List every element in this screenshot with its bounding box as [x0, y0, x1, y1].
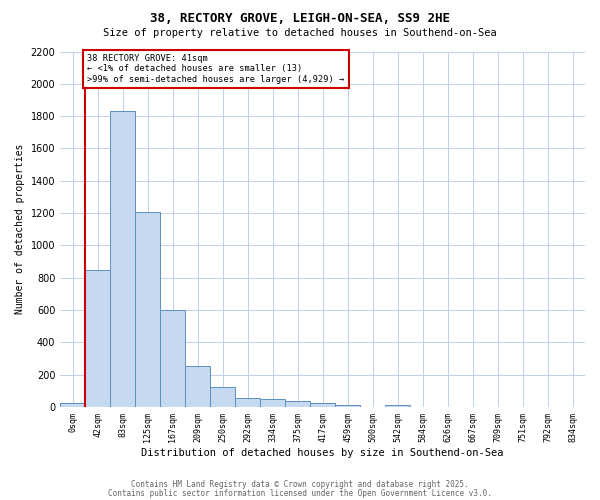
Bar: [60, 403, 85, 407]
Bar: [335, 406, 360, 407]
Text: 38 RECTORY GROVE: 41sqm
← <1% of detached houses are smaller (13)
>99% of semi-d: 38 RECTORY GROVE: 41sqm ← <1% of detache…: [87, 54, 344, 84]
Bar: [110, 112, 135, 407]
Text: Size of property relative to detached houses in Southend-on-Sea: Size of property relative to detached ho…: [103, 28, 497, 38]
Bar: [285, 402, 310, 407]
Bar: [160, 310, 185, 407]
Bar: [135, 212, 160, 407]
Bar: [385, 404, 410, 407]
Text: Contains HM Land Registry data © Crown copyright and database right 2025.: Contains HM Land Registry data © Crown c…: [131, 480, 469, 489]
Bar: [85, 270, 110, 407]
Text: 38, RECTORY GROVE, LEIGH-ON-SEA, SS9 2HE: 38, RECTORY GROVE, LEIGH-ON-SEA, SS9 2HE: [150, 12, 450, 26]
Bar: [260, 399, 285, 407]
Text: Contains public sector information licensed under the Open Government Licence v3: Contains public sector information licen…: [108, 488, 492, 498]
Y-axis label: Number of detached properties: Number of detached properties: [15, 144, 25, 314]
Bar: [185, 366, 210, 407]
Bar: [210, 387, 235, 407]
Bar: [235, 398, 260, 407]
Bar: [310, 403, 335, 407]
X-axis label: Distribution of detached houses by size in Southend-on-Sea: Distribution of detached houses by size …: [142, 448, 504, 458]
